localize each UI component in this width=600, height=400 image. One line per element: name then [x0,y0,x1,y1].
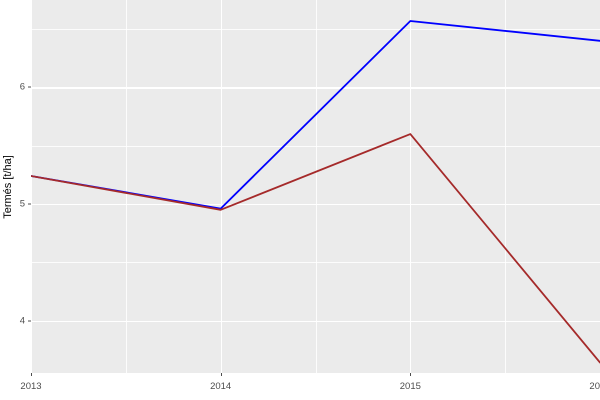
gridline-major-vertical [31,0,33,373]
gridline-major-vertical [410,0,412,373]
x-tick-mark [220,373,222,376]
y-tick-label: 6 [19,81,25,93]
x-tick-label: 2014 [210,381,232,392]
series-layer [31,20,600,364]
x-tick-label: 2013 [20,381,42,392]
x-tick-label: 2016 [589,381,600,392]
gridline-major-vertical [220,0,222,373]
plot-panel [31,0,600,373]
gridline-minor-vertical [315,0,317,373]
y-axis-ticks: 4 5 6 [0,0,31,373]
x-axis-ticks: 2013 2014 2015 2016 [20,373,600,400]
x-tick-mark [31,373,32,376]
gridline-minor-vertical [125,0,127,373]
y-tick-mark [28,86,31,88]
series-line-blue-series [31,20,600,210]
y-tick-mark [28,203,31,205]
gridline-minor-vertical [505,0,506,373]
series-line-red-series [31,133,600,364]
y-tick-label: 5 [19,198,25,210]
x-tick-mark [410,373,412,376]
y-tick-label: 4 [19,315,25,327]
y-tick-mark [28,320,31,322]
x-tick-label: 2015 [399,381,421,392]
